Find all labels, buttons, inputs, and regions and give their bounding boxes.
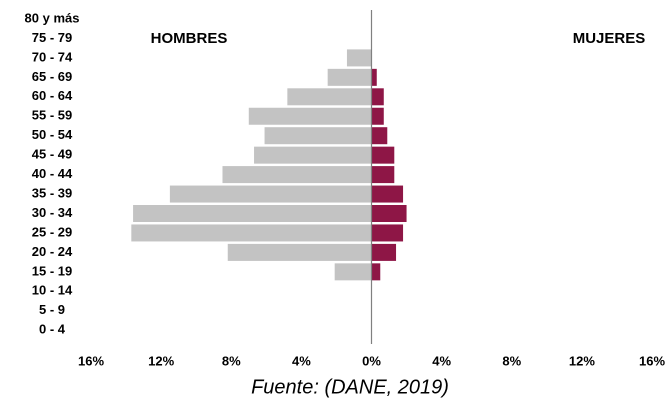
category-label: 35 - 39 (32, 185, 72, 200)
x-tick-label: 16% (639, 353, 665, 368)
category-label: 65 - 69 (32, 69, 72, 84)
x-tick-label: 4% (432, 353, 451, 368)
bar (371, 88, 384, 106)
x-tick-label: 8% (222, 353, 241, 368)
bar (131, 224, 372, 242)
x-tick-label: 0% (362, 353, 381, 368)
bar (371, 166, 395, 184)
source: Fuente: (DANE, 2019) (251, 376, 449, 398)
category-label: 25 - 29 (32, 224, 72, 239)
category-label: 55 - 59 (32, 108, 72, 123)
bar (287, 88, 372, 106)
category-label: 0 - 4 (39, 322, 66, 337)
bar (254, 146, 372, 164)
bar (169, 185, 372, 203)
bar (371, 263, 381, 281)
category-label: 75 - 79 (32, 30, 72, 45)
bar (371, 205, 407, 222)
bar (264, 127, 372, 145)
bar (371, 224, 404, 242)
x-tick-label: 12% (569, 353, 595, 368)
bar (334, 263, 372, 281)
category-label: 10 - 14 (32, 283, 73, 298)
bar (371, 68, 377, 86)
bar (248, 107, 372, 125)
bar (371, 185, 404, 203)
category-label: 40 - 44 (32, 166, 73, 181)
bar (133, 205, 372, 222)
category-label: 60 - 64 (32, 88, 73, 103)
men-label: HOMBRES (151, 30, 228, 47)
x-tick-label: 8% (502, 353, 521, 368)
bar (371, 127, 388, 145)
category-label: 30 - 34 (32, 205, 73, 220)
category-label: 70 - 74 (32, 49, 73, 64)
category-label: 80 y más (25, 10, 80, 25)
category-label: 5 - 9 (39, 302, 65, 317)
bar (222, 166, 372, 184)
bar (346, 49, 372, 67)
x-tick-label: 16% (78, 353, 104, 368)
x-tick-label: 12% (148, 353, 174, 368)
bar (371, 107, 384, 125)
category-label: 15 - 19 (32, 263, 72, 278)
category-label: 50 - 54 (32, 127, 73, 142)
bar (227, 243, 372, 261)
bar (371, 146, 395, 164)
category-label: 45 - 49 (32, 147, 72, 162)
bar (371, 243, 397, 261)
category-label: 20 - 24 (32, 244, 73, 259)
x-tick-label: 4% (292, 353, 311, 368)
bar (327, 68, 372, 86)
women-label: MUJERES (573, 30, 646, 47)
